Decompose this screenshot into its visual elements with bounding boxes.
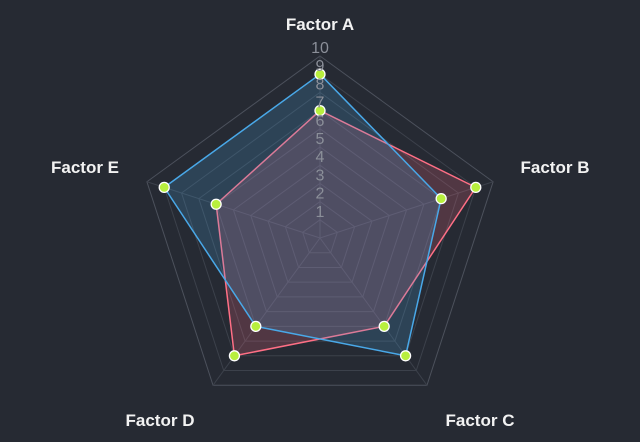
tick-label: 7 <box>316 95 325 112</box>
grid-spoke <box>146 181 321 239</box>
grid-ring <box>180 91 460 357</box>
tick-label: 6 <box>316 113 325 130</box>
grid-ring <box>267 182 373 283</box>
radar-axis-labels: Factor A Factor B Factor C Factor D Factor E <box>51 15 590 430</box>
grid-ring <box>302 219 338 254</box>
tick-label: 9 <box>316 58 325 75</box>
grid-ring <box>250 164 390 298</box>
data-point[interactable] <box>314 68 326 80</box>
grid-ring <box>146 55 494 386</box>
tick-label: 3 <box>316 167 325 184</box>
radar-marker-layer <box>158 68 482 362</box>
axis-label: Factor A <box>286 15 354 34</box>
data-point[interactable] <box>250 320 262 332</box>
data-point[interactable] <box>435 192 447 205</box>
tick-label: 1 <box>316 204 325 221</box>
axis-label: Factor B <box>521 158 590 177</box>
data-point[interactable] <box>158 181 170 194</box>
data-point[interactable] <box>378 320 390 332</box>
grid-spoke <box>319 181 494 239</box>
radar-series-layer <box>163 73 477 357</box>
grid-ring <box>232 146 408 313</box>
series-area <box>215 109 477 357</box>
grid-ring <box>198 109 442 342</box>
grid-spoke <box>319 237 428 386</box>
axis-label: Factor C <box>446 411 515 430</box>
tick-label: 2 <box>316 186 325 203</box>
tick-label: 4 <box>316 149 325 166</box>
data-point[interactable] <box>210 198 222 210</box>
data-point[interactable] <box>470 181 482 194</box>
grid-ring <box>215 128 425 327</box>
grid-spoke <box>212 237 321 386</box>
tick-label: 5 <box>316 131 325 148</box>
data-point[interactable] <box>399 350 412 362</box>
tick-label: 8 <box>316 76 325 93</box>
data-point[interactable] <box>228 350 241 362</box>
radar-grid <box>146 55 494 386</box>
tick-label: 10 <box>311 40 329 57</box>
series-area <box>163 73 442 357</box>
axis-label: Factor D <box>126 411 195 430</box>
data-point[interactable] <box>314 104 326 117</box>
grid-ring <box>284 200 356 268</box>
axis-label: Factor E <box>51 158 119 177</box>
